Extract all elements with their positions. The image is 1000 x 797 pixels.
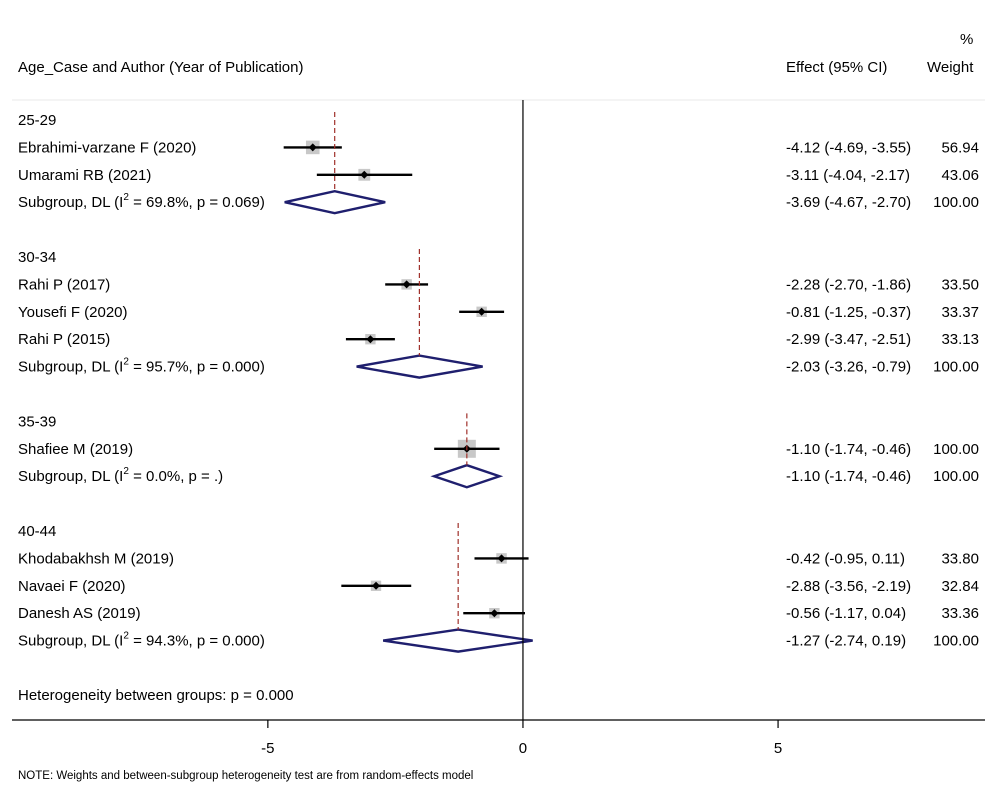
weight-column-header: Weight xyxy=(927,59,974,76)
point-estimate xyxy=(308,143,317,152)
x-tick-label: 5 xyxy=(774,740,782,757)
subgroup-weight-text: 100.00 xyxy=(933,633,979,650)
effect-ci-text: -2.88 (-3.56, -2.19) xyxy=(786,578,911,595)
study-label: Khodabakhsh M (2019) xyxy=(18,550,174,567)
study-label: Shafiee M (2019) xyxy=(18,441,133,458)
point-estimate xyxy=(497,554,506,563)
study-label: Rahi P (2017) xyxy=(18,276,110,293)
weight-text: 32.84 xyxy=(941,578,979,595)
weight-text: 100.00 xyxy=(933,441,979,458)
subgroup-effect-ci-text: -3.69 (-4.67, -2.70) xyxy=(786,194,911,211)
effect-ci-text: -2.28 (-2.70, -1.86) xyxy=(786,276,911,293)
point-estimate xyxy=(372,581,381,590)
subgroup-label: Subgroup, DL (I2 = 0.0%, p = .) xyxy=(18,466,223,485)
i-squared-superscript: 2 xyxy=(123,357,129,368)
weight-text: 33.50 xyxy=(941,276,979,293)
subgroup-weight-text: 100.00 xyxy=(933,468,979,485)
subgroup-label-prefix: Subgroup, DL (I xyxy=(18,633,123,650)
subgroup-label-suffix: = 94.3%, p = 0.000) xyxy=(129,633,265,650)
study-label: Danesh AS (2019) xyxy=(18,605,141,622)
point-estimate xyxy=(477,307,486,316)
group-label: 25-29 xyxy=(18,112,56,129)
weight-text: 33.37 xyxy=(941,304,979,321)
subgroup-effect-ci-text: -1.10 (-1.74, -0.46) xyxy=(786,468,911,485)
subgroup-weight-text: 100.00 xyxy=(933,359,979,376)
subgroup-label: Subgroup, DL (I2 = 94.3%, p = 0.000) xyxy=(18,631,265,650)
effect-ci-text: -2.99 (-3.47, -2.51) xyxy=(786,331,911,348)
effect-ci-text: -0.56 (-1.17, 0.04) xyxy=(786,605,906,622)
x-axis-ticks: -5 0 5 xyxy=(261,720,782,757)
subgroup-effect-ci-text: -2.03 (-3.26, -0.79) xyxy=(786,359,911,376)
heterogeneity-text: Heterogeneity between groups: p = 0.000 xyxy=(18,687,294,704)
subgroup-label-prefix: Subgroup, DL (I xyxy=(18,194,123,211)
subgroup-label-suffix: = 95.7%, p = 0.000) xyxy=(129,359,265,376)
subgroup-label-suffix: = 0.0%, p = .) xyxy=(129,468,223,485)
effect-ci-text: -4.12 (-4.69, -3.55) xyxy=(786,139,911,156)
subgroup-diamond xyxy=(284,189,386,215)
group-label: 30-34 xyxy=(18,249,56,266)
group-label: 40-44 xyxy=(18,523,56,540)
subgroup-label: Subgroup, DL (I2 = 69.8%, p = 0.069) xyxy=(18,192,265,211)
study-label: Navaei F (2020) xyxy=(18,578,126,595)
effect-ci-text: -3.11 (-4.04, -2.17) xyxy=(786,167,910,184)
subgroup-label: Subgroup, DL (I2 = 95.7%, p = 0.000) xyxy=(18,357,265,376)
study-label: Yousefi F (2020) xyxy=(18,304,128,321)
point-estimate xyxy=(402,280,411,289)
weight-text: 33.13 xyxy=(941,331,979,348)
study-label: Rahi P (2015) xyxy=(18,331,110,348)
subgroup-diamond xyxy=(430,463,504,489)
group-label: 35-39 xyxy=(18,413,56,430)
point-estimate xyxy=(490,609,499,618)
weight-text: 43.06 xyxy=(941,167,979,184)
point-estimate xyxy=(366,335,375,344)
weight-text: 56.94 xyxy=(941,139,979,156)
study-label: Ebrahimi-varzane F (2020) xyxy=(18,139,196,156)
effect-ci-text: -0.42 (-0.95, 0.11) xyxy=(786,550,905,567)
x-tick-label: -5 xyxy=(261,740,274,757)
i-squared-superscript: 2 xyxy=(123,631,129,642)
effect-ci-text: -1.10 (-1.74, -0.46) xyxy=(786,441,911,458)
i-squared-superscript: 2 xyxy=(123,466,129,477)
subgroup-label-prefix: Subgroup, DL (I xyxy=(18,359,123,376)
subgroup-effect-ci-text: -1.27 (-2.74, 0.19) xyxy=(786,633,906,650)
effect-column-header: Effect (95% CI) xyxy=(786,59,887,76)
footnote: NOTE: Weights and between-subgroup heter… xyxy=(18,770,473,782)
subgroup-weight-text: 100.00 xyxy=(933,194,979,211)
forest-rows: 25-29 Ebrahimi-varzane F (2020) -4.12 (-4.… xyxy=(18,112,979,653)
i-squared-superscript: 2 xyxy=(123,192,129,203)
point-estimate xyxy=(360,170,369,179)
subgroup-diamond xyxy=(382,628,533,653)
subgroup-label-suffix: = 69.8%, p = 0.069) xyxy=(129,194,265,211)
effect-ci-text: -0.81 (-1.25, -0.37) xyxy=(786,304,911,321)
weight-text: 33.36 xyxy=(941,605,979,622)
study-column-header: Age_Case and Author (Year of Publication… xyxy=(18,59,303,76)
subgroup-label-prefix: Subgroup, DL (I xyxy=(18,468,123,485)
study-label: Umarami RB (2021) xyxy=(18,167,151,184)
subgroup-diamond xyxy=(356,354,483,379)
weight-text: 33.80 xyxy=(941,550,979,567)
weight-header-percent: % xyxy=(960,31,973,48)
x-tick-label: 0 xyxy=(519,740,527,757)
